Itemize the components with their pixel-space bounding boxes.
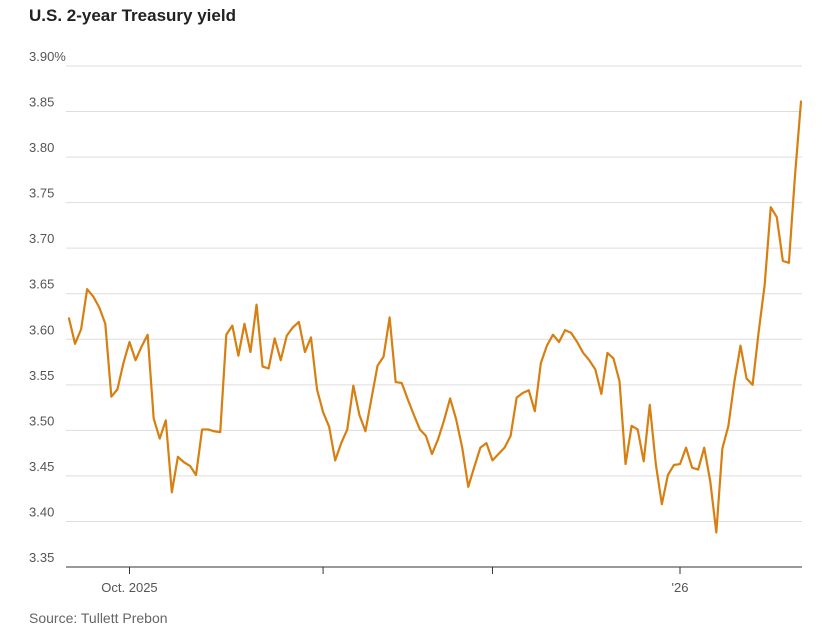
y-tick-label: 3.75 (29, 186, 54, 201)
y-tick-label: 3.45 (29, 459, 54, 474)
source-note: Source: Tullett Prebon (29, 610, 168, 626)
x-axis-ticks (128, 567, 681, 574)
grid-lines (66, 65, 802, 522)
y-axis-labels: 3.90% 3.85 3.80 3.75 3.70 3.65 3.60 3.55 3.50 3.4… (29, 49, 66, 565)
y-tick-label: 3.40 (29, 504, 54, 519)
y-tick-label: 3.90% (29, 49, 66, 64)
y-tick-label: 3.80 (29, 140, 54, 155)
y-tick-label: 3.60 (29, 322, 54, 337)
series-line (67, 100, 803, 534)
y-tick-label: 3.65 (29, 277, 54, 292)
x-tick-label: Oct. 2025 (101, 580, 157, 595)
y-tick-label: 3.70 (29, 231, 54, 246)
x-tick-label: '26 (672, 580, 689, 595)
series-layer (67, 100, 803, 534)
y-tick-label: 3.35 (29, 550, 54, 565)
x-axis-labels: Oct. 2025 '26 (101, 580, 688, 595)
chart-title: U.S. 2-year Treasury yield (29, 6, 236, 25)
y-tick-label: 3.85 (29, 95, 54, 110)
y-tick-label: 3.50 (29, 413, 54, 428)
y-tick-label: 3.55 (29, 368, 54, 383)
